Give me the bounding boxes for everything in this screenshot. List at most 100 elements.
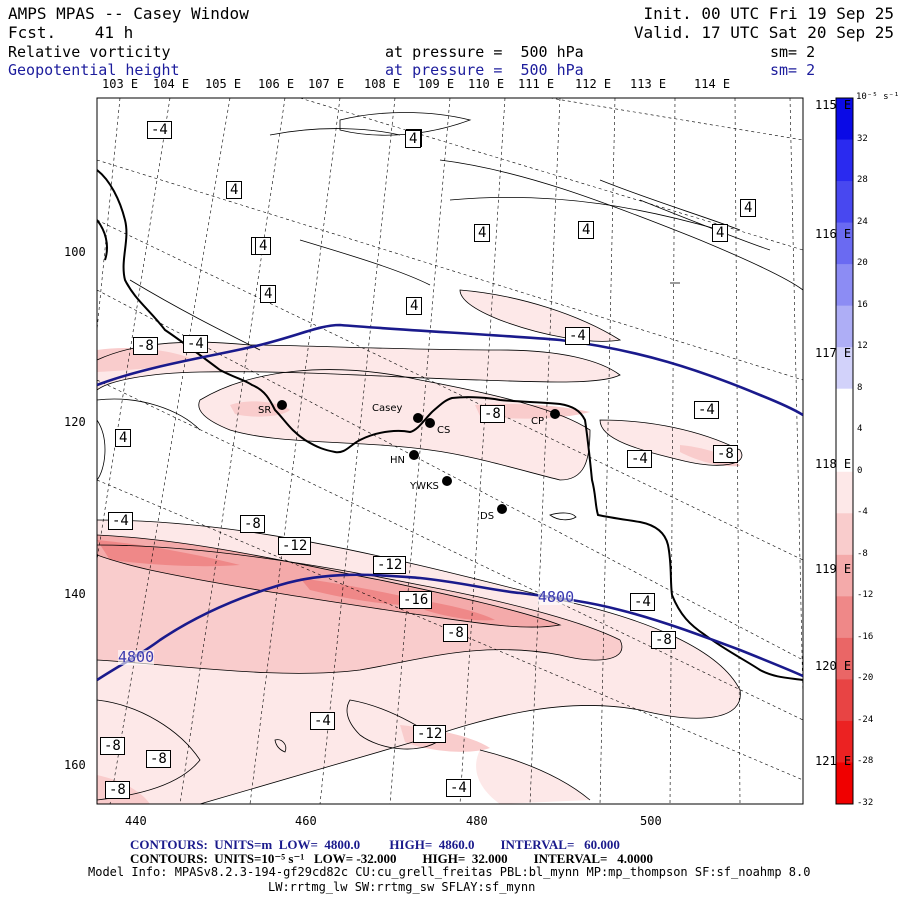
right-lon-label: 121 E (815, 754, 852, 768)
colorbar-swatch (836, 388, 853, 431)
vorticity-contour-label: -8 (651, 631, 676, 649)
right-lon-label: 119 E (815, 562, 852, 576)
colorbar-swatch (836, 139, 853, 182)
station-label: YWKS (410, 481, 439, 492)
vorticity-contour-label: -16 (399, 591, 433, 609)
field2-level: at pressure = 500 hPa (385, 61, 584, 79)
colorbar-label: 8 (857, 382, 863, 393)
station-label: SR (258, 405, 272, 416)
vorticity-contour-label: 4 (260, 285, 277, 303)
vorticity-contour-label: -4 (183, 335, 208, 353)
colorbar-label: -16 (857, 631, 874, 642)
vorticity-contour-label: 4 (712, 224, 729, 242)
vorticity-contour-label: -8 (443, 624, 468, 642)
top-lon-label: 112 E (575, 77, 612, 91)
colorbar-swatch (836, 222, 853, 265)
colorbar (836, 98, 853, 805)
height-contours (97, 323, 803, 682)
colorbar-label: -4 (857, 507, 868, 518)
top-lon-label: 106 E (258, 77, 295, 91)
colorbar-label: -20 (857, 673, 874, 684)
top-lon-label: 105 E (205, 77, 242, 91)
x-tick-label: 480 (466, 814, 488, 828)
colorbar-label: 4 (857, 424, 863, 435)
colorbar-swatch (836, 347, 853, 390)
top-lon-label: 103 E (102, 77, 139, 91)
y-tick-label: 120 (64, 415, 86, 429)
station-marker (413, 413, 423, 423)
top-lon-label: 109 E (418, 77, 455, 91)
footer-model-info: Model Info: MPASv8.2.3-194-gf29cd82c CU:… (88, 865, 811, 879)
right-lon-label: 115 E (815, 98, 852, 112)
vorticity-contour-label: -8 (100, 737, 125, 755)
vorticity-contour-label: -4 (446, 779, 471, 797)
vorticity-contour-label: -4 (630, 593, 655, 611)
colorbar-swatch (836, 430, 853, 473)
vorticity-contours (97, 112, 803, 804)
vorticity-contour-label: -4 (108, 512, 133, 530)
top-lon-label: 111 E (518, 77, 555, 91)
top-lon-label: 107 E (308, 77, 345, 91)
colorbar-label: 0 (857, 465, 863, 476)
footer-height-contours: CONTOURS: UNITS=m LOW= 4800.0 HIGH= 4860… (130, 837, 620, 852)
top-lon-label: 108 E (364, 77, 401, 91)
vorticity-contour-label: 4 (406, 297, 423, 315)
right-lon-label: 120 E (815, 659, 852, 673)
vorticity-contour-label: 4 (740, 199, 757, 217)
vorticity-contour-label: 4 (405, 130, 422, 148)
colorbar-label: -32 (857, 798, 874, 808)
field1-smooth: sm= 2 (770, 43, 816, 61)
vorticity-contour-label: 4 (474, 224, 491, 242)
colorbar-label: 24 (857, 216, 868, 227)
vorticity-contour-label: -8 (713, 445, 738, 463)
vorticity-contour-label: 4 (255, 237, 272, 255)
vorticity-contour-label: -4 (310, 712, 335, 730)
vorticity-contour-label: -4 (694, 401, 719, 419)
vorticity-contour-label: 4 (226, 181, 243, 199)
right-lon-label: 116 E (815, 227, 852, 241)
vorticity-contour-label: 4 (578, 221, 595, 239)
station-marker (425, 418, 435, 428)
colorbar-swatch (836, 98, 853, 141)
x-tick-label: 500 (640, 814, 662, 828)
station-label: HN (390, 455, 405, 466)
height-contour-label: 4800 (118, 648, 155, 666)
top-lon-label: 110 E (468, 77, 505, 91)
field1-name: Relative vorticity (8, 43, 171, 61)
station-marker (409, 450, 419, 460)
vorticity-contour-label: -8 (105, 781, 130, 799)
field1-level: at pressure = 500 hPa (385, 43, 584, 61)
footer-vort-contours: CONTOURS: UNITS=10⁻⁵ s⁻¹ LOW= -32.000 HI… (130, 851, 653, 866)
top-lon-label: 114 E (694, 77, 731, 91)
colorbar-swatch (836, 762, 853, 805)
colorbar-label: -24 (857, 714, 874, 725)
colorbar-swatch (836, 720, 853, 763)
colorbar-label: 32 (857, 133, 868, 144)
vorticity-contour-label: -12 (413, 725, 447, 743)
colorbar-label: -12 (857, 590, 874, 601)
colorbar-label: 12 (857, 341, 868, 352)
colorbar-label: 28 (857, 175, 868, 186)
valid-time: Valid. 17 UTC Sat 20 Sep 25 (633, 23, 894, 42)
station-marker (442, 476, 452, 486)
x-tick-label: 440 (125, 814, 147, 828)
station-label: DS (480, 511, 495, 522)
y-tick-label: 160 (64, 758, 86, 772)
colorbar-swatch (836, 679, 853, 722)
field2-smooth: sm= 2 (770, 61, 816, 79)
station-label: Casey (372, 403, 403, 414)
colorbar-swatch (836, 637, 853, 680)
longitude-gridlines (97, 98, 803, 804)
station-marker (497, 504, 507, 514)
colorbar-swatch (836, 471, 853, 514)
vorticity-contour-label: -8 (146, 750, 171, 768)
colorbar-swatch (836, 554, 853, 597)
colorbar-swatch (836, 305, 853, 348)
right-lon-label: 118 E (815, 457, 852, 471)
top-lon-label: 113 E (630, 77, 667, 91)
colorbar-label: -28 (857, 756, 874, 767)
init-time: Init. 00 UTC Fri 19 Sep 25 (643, 4, 894, 23)
vorticity-contour-label: -8 (133, 337, 158, 355)
footer-model-info-2: LW:rrtmg_lw SW:rrtmg_sw SFLAY:sf_mynn (268, 880, 536, 894)
